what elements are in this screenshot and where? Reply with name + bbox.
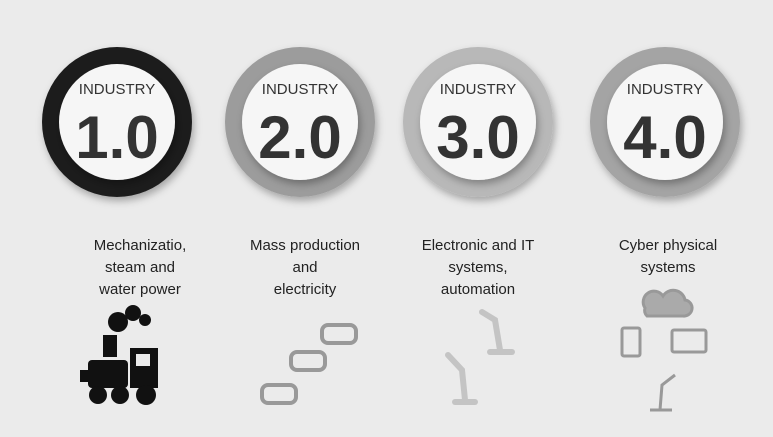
stage-description: water power — [98, 281, 181, 298]
stage-description: Electronic and IT — [422, 237, 535, 254]
stage-description: systems — [640, 259, 695, 276]
stage-description: electricity — [274, 281, 337, 298]
stage-number: 1.0 — [75, 104, 158, 171]
stage-description: automation — [441, 281, 515, 298]
stage-description: and — [292, 259, 317, 276]
stage-label: INDUSTRY — [262, 81, 338, 98]
stage-description: systems, — [448, 259, 507, 276]
stage-number: 4.0 — [623, 104, 706, 171]
stage-label: INDUSTRY — [79, 81, 155, 98]
stage-label: INDUSTRY — [627, 81, 703, 98]
stage-label: INDUSTRY — [440, 81, 516, 98]
stage-description: Cyber physical — [619, 237, 717, 254]
stage-description: steam and — [105, 259, 175, 276]
train-window — [136, 354, 150, 366]
stage-description: Mass production — [250, 237, 360, 254]
infographic: INDUSTRY 1.0 Mechanizatio, steam and water p… — [0, 0, 773, 437]
stage-number: 2.0 — [258, 104, 341, 171]
stage-description: Mechanizatio, — [94, 237, 187, 254]
stage-number: 3.0 — [436, 104, 519, 171]
